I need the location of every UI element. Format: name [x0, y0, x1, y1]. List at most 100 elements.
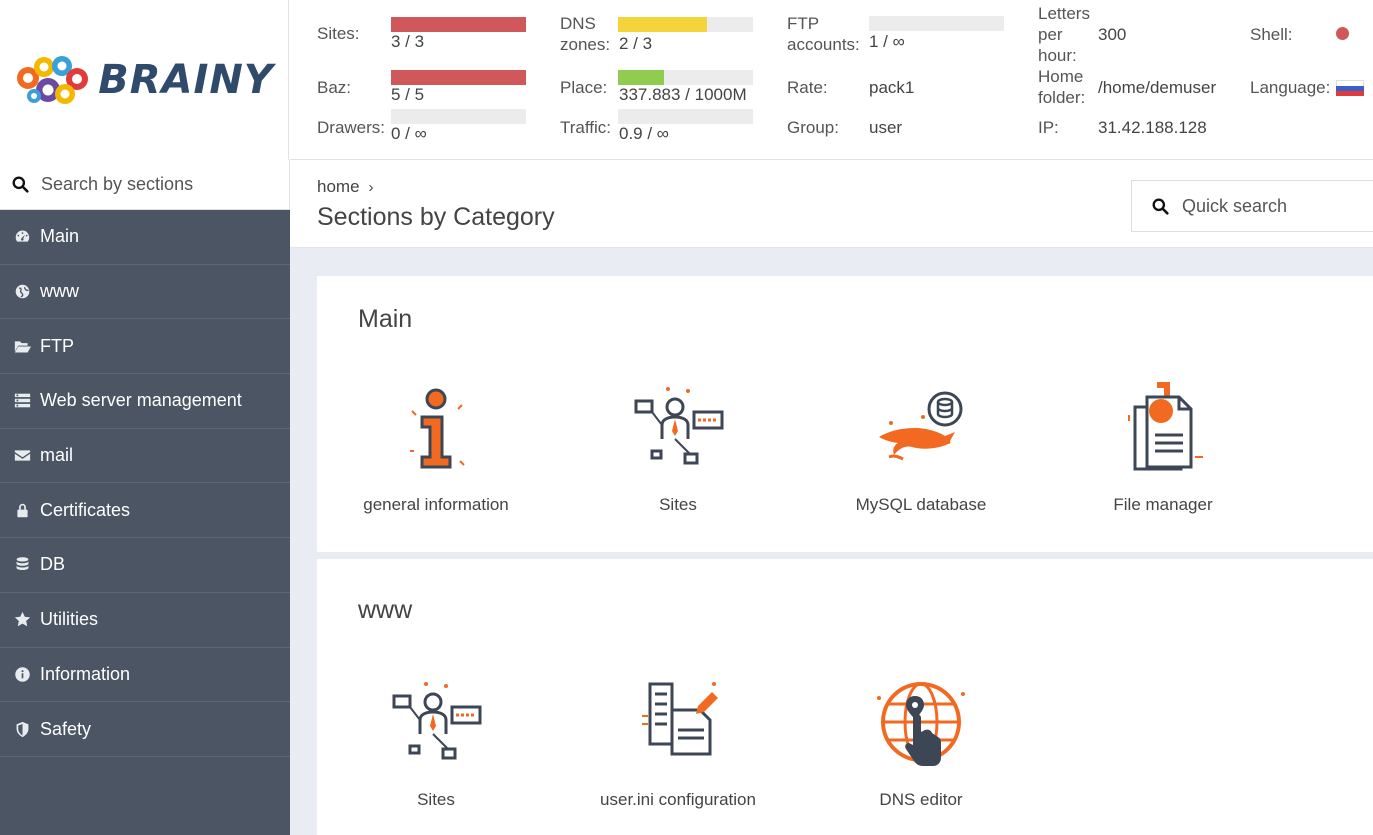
account-stats-header: Sites: 3 / 3 Baz: 5 / 5 Drawers: 0 / ∞ D…: [290, 0, 1373, 160]
info-icon: [13, 665, 31, 683]
tile-mysql-database[interactable]: MySQL database: [821, 381, 1021, 515]
place-label: Place:: [560, 78, 608, 97]
ftp-usage-bar: [869, 16, 1004, 31]
tile-www-sites[interactable]: Sites: [336, 676, 536, 810]
file-manager-icon: [1128, 382, 1203, 471]
search-icon: [12, 176, 29, 193]
brand-name: BRAINY: [98, 57, 274, 103]
shield-icon: [13, 720, 31, 738]
brand-logo[interactable]: BRAINY: [0, 0, 289, 160]
dns-value: 2 / 3: [619, 34, 653, 53]
breadcrumb: home ›: [317, 177, 374, 197]
sidebar-item-label: www: [40, 281, 79, 302]
star-icon: [13, 611, 31, 629]
sidebar-item-db[interactable]: DB: [0, 538, 290, 593]
sidebar-item-label: Main: [40, 226, 80, 247]
traffic-usage-bar: [618, 109, 753, 124]
place-value: 337.883 / 1000M: [619, 85, 747, 104]
sidebar-item-information[interactable]: Information: [0, 648, 290, 703]
letters-per-hour-value: 300: [1098, 25, 1127, 44]
tile-user-ini-configuration[interactable]: user.ini configuration: [578, 676, 778, 810]
baz-label: Baz:: [317, 78, 352, 97]
section-search: [0, 160, 290, 210]
globe-icon: [13, 283, 31, 301]
dashboard-icon: [13, 228, 31, 246]
ip-value: 31.42.188.128: [1098, 118, 1207, 137]
search-icon: [1152, 198, 1169, 215]
server-icon: [13, 392, 31, 410]
section-www: www Sites: [317, 559, 1373, 835]
ip-label: IP:: [1038, 118, 1059, 137]
sidebar: Main www FTP Web server management mail …: [0, 160, 290, 835]
sidebar-item-safety[interactable]: Safety: [0, 702, 290, 757]
drawers-label: Drawers:: [317, 118, 386, 137]
breadcrumb-home-link[interactable]: home: [317, 177, 360, 196]
sidebar-item-label: FTP: [40, 335, 74, 356]
sidebar-item-label: Web server management: [40, 390, 242, 411]
sidebar-item-label: Certificates: [40, 499, 131, 520]
tile-label: general information: [363, 495, 509, 514]
baz-usage-bar: [391, 70, 526, 85]
traffic-label: Traffic:: [560, 118, 612, 137]
home-folder-value: /home/demuser: [1098, 78, 1217, 97]
database-icon: [13, 556, 31, 574]
tile-label: File manager: [1113, 495, 1213, 514]
home-folder-label: Home folder:: [1038, 67, 1086, 107]
section-main: Main general information: [317, 276, 1373, 552]
folder-open-icon: [13, 337, 31, 355]
drawers-value: 0 / ∞: [391, 124, 427, 143]
sidebar-item-main[interactable]: Main: [0, 210, 290, 265]
sites-icon: [392, 682, 482, 760]
envelope-icon: [13, 447, 31, 465]
section-title: www: [358, 596, 413, 624]
ftp-value: 1 / ∞: [869, 32, 905, 51]
sidebar-item-www[interactable]: www: [0, 265, 290, 320]
sidebar-item-ftp[interactable]: FTP: [0, 319, 290, 375]
tile-general-information[interactable]: general information: [336, 381, 536, 515]
mysql-icon: [879, 391, 963, 461]
sidebar-item-utilities[interactable]: Utilities: [0, 593, 290, 648]
section-search-input[interactable]: [41, 174, 261, 195]
sidebar-item-label: mail: [40, 445, 74, 466]
tile-label: DNS editor: [879, 790, 963, 809]
info-icon: [410, 388, 465, 469]
rate-label: Rate:: [787, 78, 828, 97]
gears-logo-icon: [17, 56, 89, 104]
sidebar-item-mail[interactable]: mail: [0, 429, 290, 484]
page-title: Sections by Category: [317, 203, 555, 231]
sites-usage-bar: [391, 17, 526, 32]
russian-flag-icon[interactable]: [1336, 80, 1364, 96]
tile-label: Sites: [659, 495, 697, 514]
ftp-accounts-label: FTP accounts:: [787, 14, 860, 54]
section-title: Main: [358, 305, 413, 333]
group-value: user: [869, 118, 903, 137]
traffic-value: 0.9 / ∞: [619, 124, 669, 143]
tile-sites[interactable]: Sites: [578, 381, 778, 515]
tile-dns-editor[interactable]: DNS editor: [821, 676, 1021, 810]
sidebar-item-web-server-management[interactable]: Web server management: [0, 374, 290, 429]
config-file-icon: [642, 682, 718, 756]
rate-value: pack1: [869, 78, 915, 97]
shell-label: Shell:: [1250, 25, 1293, 44]
sidebar-item-certificates[interactable]: Certificates: [0, 483, 290, 539]
tile-file-manager[interactable]: File manager: [1063, 381, 1263, 515]
tile-label: user.ini configuration: [600, 790, 756, 809]
dns-globe-icon: [877, 682, 965, 766]
drawers-usage-bar: [391, 109, 526, 124]
quick-search: [1131, 180, 1373, 232]
quick-search-input[interactable]: [1182, 195, 1362, 217]
content-area: Main general information: [290, 248, 1373, 835]
shell-status-indicator: [1336, 27, 1349, 40]
dns-usage-bar: [618, 17, 753, 32]
group-label: Group:: [787, 118, 839, 137]
letters-per-hour-label: Letters per hour:: [1038, 4, 1090, 65]
sidebar-item-label: Safety: [40, 718, 92, 739]
sites-value: 3 / 3: [391, 32, 425, 51]
page-header: home › Sections by Category: [290, 161, 1373, 248]
place-usage-bar: [618, 70, 753, 85]
sites-label: Sites:: [317, 24, 360, 43]
lock-icon: [13, 501, 31, 519]
tile-label: Sites: [417, 790, 455, 809]
language-label: Language:: [1250, 78, 1331, 97]
sidebar-item-label: Information: [40, 663, 131, 684]
